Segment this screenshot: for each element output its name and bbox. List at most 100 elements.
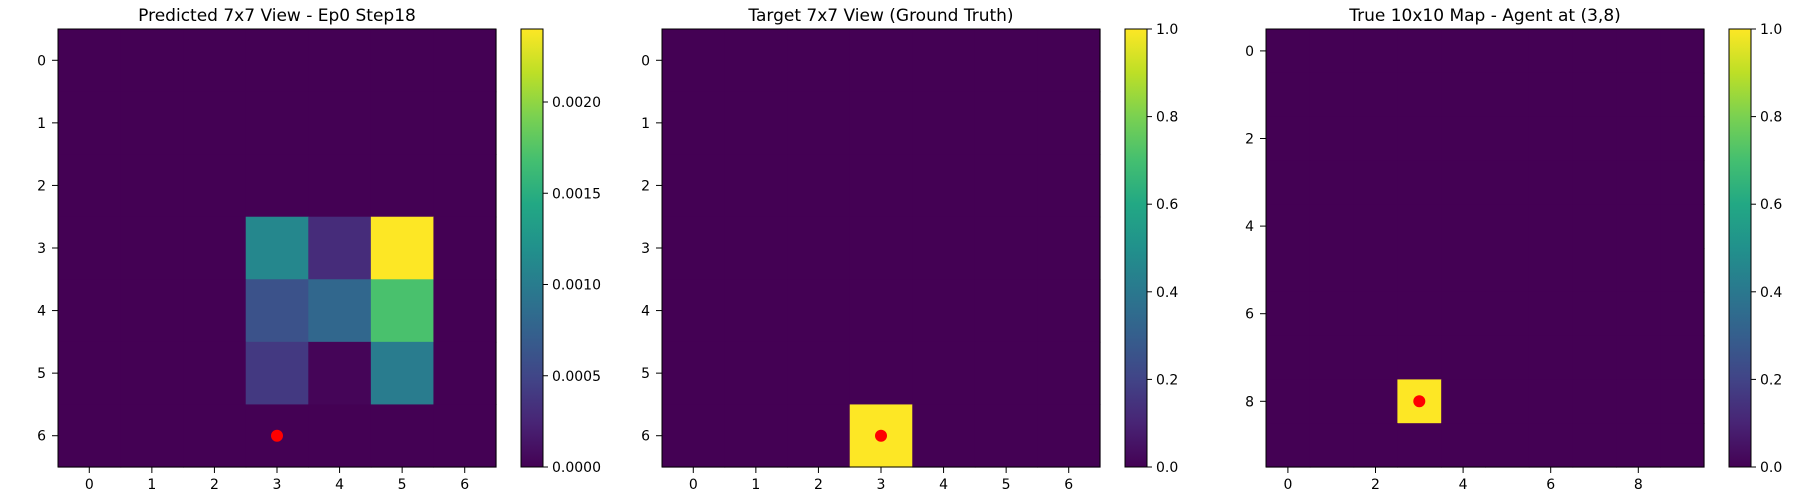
heatmap-cell bbox=[662, 154, 726, 218]
heatmap-cell bbox=[724, 29, 788, 93]
heatmap-cell bbox=[1485, 29, 1530, 74]
heatmap-cell bbox=[849, 154, 913, 218]
heatmap-cell bbox=[1528, 160, 1574, 205]
heatmap-cell bbox=[1485, 116, 1530, 161]
heatmap-cell bbox=[1441, 248, 1486, 293]
y-tick-label: 3 bbox=[641, 241, 650, 257]
heatmap-cell bbox=[1266, 248, 1311, 293]
heatmap-cell bbox=[183, 91, 247, 155]
heatmap-cell bbox=[1660, 379, 1705, 424]
y-tick-label: 4 bbox=[641, 304, 650, 320]
heatmap-cell bbox=[1397, 29, 1442, 74]
heatmap-cell bbox=[58, 404, 122, 468]
heatmap-cell bbox=[1353, 160, 1398, 205]
heatmap-cell bbox=[1353, 29, 1398, 74]
y-tick-label: 2 bbox=[641, 178, 650, 194]
heatmap-cell bbox=[849, 279, 913, 343]
agent-marker bbox=[271, 429, 283, 442]
colorbar bbox=[1124, 28, 1148, 468]
x-tick-label: 6 bbox=[460, 477, 469, 493]
heatmap-cell bbox=[1353, 116, 1398, 161]
heatmap-cell bbox=[662, 29, 726, 93]
x-tick-label: 3 bbox=[877, 477, 886, 493]
x-tick-label: 4 bbox=[939, 477, 948, 493]
colorbar-tick-label: 0.4 bbox=[1760, 285, 1782, 301]
y-tick-label: 6 bbox=[641, 429, 650, 445]
heatmap-cell bbox=[433, 154, 497, 218]
heatmap-cell bbox=[1660, 335, 1705, 380]
heatmap-cell bbox=[308, 279, 372, 343]
heatmap-cell bbox=[724, 404, 788, 468]
colorbar-tick-label: 0.0005 bbox=[552, 369, 601, 385]
heatmap-cell bbox=[183, 154, 247, 218]
heatmap-cell bbox=[1441, 116, 1486, 161]
heatmap-cell bbox=[370, 279, 435, 343]
colorbar-tick-label: 0.2 bbox=[1760, 372, 1782, 388]
heatmap-cell bbox=[1397, 248, 1442, 293]
heatmap-cell bbox=[912, 404, 976, 468]
chart-panel-1: Predicted 7x7 View - Ep0 Step18 0 1 2 3 4 5 6 0 1… bbox=[37, 6, 601, 493]
heatmap-cell bbox=[245, 91, 309, 155]
heatmap-cell bbox=[308, 216, 372, 280]
heatmap-cell bbox=[433, 91, 497, 155]
colorbar-tick-label: 0.8 bbox=[1156, 110, 1178, 126]
heatmap-cell bbox=[1485, 72, 1530, 118]
heatmap-cell bbox=[724, 91, 788, 155]
heatmap-cell bbox=[1572, 116, 1617, 161]
heatmap-cell bbox=[1572, 248, 1617, 293]
heatmap-cell bbox=[849, 91, 913, 155]
heatmap-cell bbox=[1528, 423, 1574, 468]
heatmap-cell bbox=[1660, 160, 1705, 205]
heatmap-cell bbox=[58, 279, 122, 343]
heatmap-cell bbox=[1266, 204, 1311, 249]
heatmap-cell bbox=[662, 216, 726, 280]
heatmap-cell bbox=[1309, 291, 1355, 337]
heatmap-cell bbox=[724, 216, 788, 280]
heatmap-cell bbox=[1485, 204, 1530, 249]
colorbar-tick-label: 0.0 bbox=[1156, 460, 1178, 476]
colorbar-tick-label: 1.0 bbox=[1760, 22, 1782, 38]
heatmap-cell bbox=[1037, 29, 1101, 93]
heatmap-cell bbox=[370, 91, 435, 155]
x-tick-label: 1 bbox=[147, 477, 156, 493]
x-tick-label: 5 bbox=[1002, 477, 1011, 493]
heatmap-cell bbox=[787, 216, 851, 280]
agent-marker bbox=[875, 429, 887, 442]
heatmap-cell bbox=[974, 341, 1039, 406]
heatmap-cell bbox=[1572, 72, 1617, 118]
heatmap-cell bbox=[1397, 204, 1442, 249]
chart-title: Target 7x7 View (Ground Truth) bbox=[747, 6, 1013, 26]
heatmap-cell bbox=[1309, 204, 1355, 249]
heatmap-cell bbox=[183, 29, 247, 93]
heatmap-cell bbox=[1037, 216, 1101, 280]
heatmap-cell bbox=[1441, 423, 1486, 468]
x-tick-label: 8 bbox=[1634, 477, 1643, 493]
colorbar bbox=[520, 28, 544, 468]
heatmap-cell bbox=[245, 154, 309, 218]
x-tick-label: 1 bbox=[751, 477, 760, 493]
heatmap-cell bbox=[120, 91, 184, 155]
heatmap-cell bbox=[1266, 379, 1311, 424]
y-tick-label: 4 bbox=[37, 304, 46, 320]
x-tick-label: 2 bbox=[814, 477, 823, 493]
colorbar-tick-label: 0.0000 bbox=[552, 460, 601, 476]
heatmap-cell bbox=[1441, 291, 1486, 337]
heatmap-cell bbox=[1528, 29, 1574, 74]
heatmap-cell bbox=[1616, 335, 1661, 380]
heatmap-cell bbox=[849, 341, 913, 406]
heatmap-cell bbox=[120, 404, 184, 468]
heatmap-cell bbox=[974, 279, 1039, 343]
heatmap-cell bbox=[787, 154, 851, 218]
heatmap-cell bbox=[724, 154, 788, 218]
heatmap-cell bbox=[58, 341, 122, 406]
heatmap-cell bbox=[724, 279, 788, 343]
heatmap-cell bbox=[724, 341, 788, 406]
heatmap-cell bbox=[58, 91, 122, 155]
colorbar-tick-label: 0.0010 bbox=[552, 278, 601, 294]
heatmap-cell bbox=[912, 29, 976, 93]
heatmap-cell bbox=[974, 91, 1039, 155]
heatmap-cell bbox=[245, 216, 309, 280]
x-tick-label: 4 bbox=[335, 477, 344, 493]
heatmap-cell bbox=[1353, 291, 1398, 337]
